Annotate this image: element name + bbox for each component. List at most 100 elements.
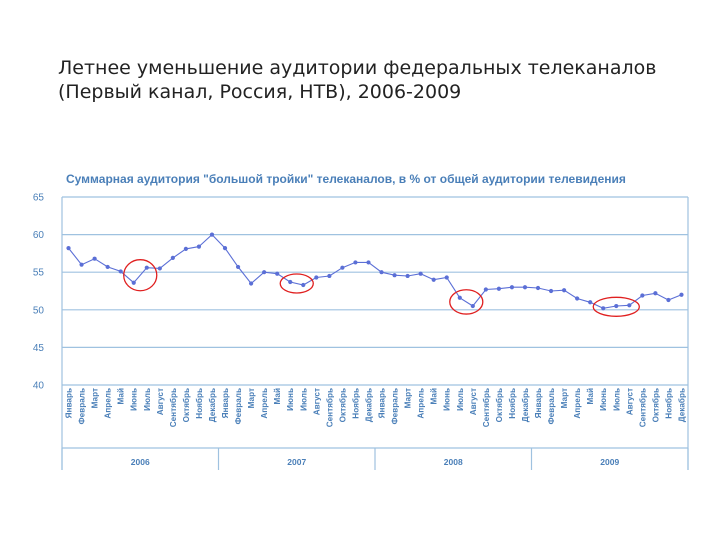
x-tick-label: Июль xyxy=(143,388,152,411)
x-tick-label: Декабрь xyxy=(207,388,217,422)
x-tick-label: Июль xyxy=(456,388,465,411)
data-point xyxy=(235,264,241,270)
data-point xyxy=(105,264,110,270)
highlight-ellipse xyxy=(279,273,314,294)
gridlines xyxy=(62,196,688,386)
x-tick-label: Февраль xyxy=(78,388,87,424)
x-tick-label: Январь xyxy=(65,388,74,418)
x-axis: Январь Февраль Март Апрель Май Июнь Июль Август… xyxy=(61,388,689,470)
x-tick-label: Сентябрь xyxy=(637,388,647,427)
x-tick-label: Октябрь xyxy=(181,388,191,422)
y-tick-label: 40 xyxy=(33,381,45,392)
x-tick-label: Апрель xyxy=(104,388,113,419)
x-tick-label: Март xyxy=(560,388,569,408)
x-tick-label: Июнь xyxy=(599,388,608,411)
data-point xyxy=(457,295,462,300)
data-point xyxy=(444,275,449,280)
x-tick-label: Апрель xyxy=(260,388,269,419)
data-point xyxy=(288,279,293,285)
data-point xyxy=(301,282,306,288)
data-point xyxy=(249,281,254,286)
data-point xyxy=(222,246,228,251)
y-tick-label: 65 xyxy=(33,193,45,204)
data-point xyxy=(548,288,554,294)
x-tick-label: Февраль xyxy=(547,388,556,424)
data-point xyxy=(496,286,501,291)
year-label-2009: 2009 xyxy=(600,457,619,467)
data-point xyxy=(79,262,84,267)
x-tick-label: Октябрь xyxy=(650,388,660,422)
data-point xyxy=(196,244,202,249)
data-point xyxy=(418,271,423,276)
data-point xyxy=(562,288,567,293)
slide-title: Летнее уменьшение аудитории федеральных … xyxy=(58,56,658,104)
x-tick-label: Ноябрь xyxy=(194,388,204,419)
data-point xyxy=(522,285,528,290)
x-tick-label: Май xyxy=(586,388,595,405)
data-point xyxy=(314,275,319,280)
x-tick-label: Июль xyxy=(612,388,621,411)
x-tick-label: Ноябрь xyxy=(507,388,517,419)
data-point xyxy=(653,291,658,296)
x-tick-label: Сентябрь xyxy=(168,388,178,427)
x-tick-label: Январь xyxy=(221,388,230,418)
x-tick-label: Апрель xyxy=(573,388,582,419)
y-tick-label: 60 xyxy=(33,230,45,241)
y-axis: 65 60 55 50 45 40 xyxy=(33,193,689,470)
x-tick-label: Ноябрь xyxy=(350,388,360,419)
y-tick-label: 45 xyxy=(33,343,45,354)
data-point xyxy=(366,260,371,265)
x-tick-label: Февраль xyxy=(391,388,400,424)
x-tick-label: Декабрь xyxy=(676,388,686,422)
data-point xyxy=(588,300,593,305)
highlight-ellipses xyxy=(123,259,640,317)
slide-title-line1: Летнее уменьшение аудитории федеральных … xyxy=(58,57,657,79)
data-point xyxy=(353,260,358,265)
y-tick-label: 55 xyxy=(33,268,45,279)
data-point xyxy=(262,270,267,275)
highlight-ellipse xyxy=(123,259,158,292)
x-tick-label: Октябрь xyxy=(494,388,504,422)
data-point xyxy=(340,265,345,270)
data-point xyxy=(405,273,410,279)
x-tick-label: Сентябрь xyxy=(324,388,334,427)
x-tick-label: Февраль xyxy=(234,388,243,424)
x-tick-label: Декабрь xyxy=(363,388,373,422)
x-tick-label: Июнь xyxy=(443,388,452,411)
data-point xyxy=(157,266,162,271)
x-tick-label: Август xyxy=(469,388,478,415)
highlight-ellipse xyxy=(592,296,640,317)
data-point xyxy=(666,297,671,303)
x-tick-label: Июль xyxy=(299,388,308,411)
data-point xyxy=(327,273,332,279)
data-point xyxy=(392,273,397,278)
x-tick-label: Декабрь xyxy=(520,388,530,422)
data-point xyxy=(640,293,645,298)
data-point xyxy=(575,296,580,301)
year-label-2008: 2008 xyxy=(444,457,463,467)
data-point xyxy=(379,270,384,275)
data-point xyxy=(66,246,71,251)
data-point xyxy=(131,280,136,285)
chart-title: Суммарная аудитория "большой тройки" тел… xyxy=(66,172,626,186)
x-tick-label: Май xyxy=(117,388,126,405)
x-tick-label: Июнь xyxy=(286,388,295,411)
x-tick-label: Январь xyxy=(534,388,543,418)
x-tick-label: Март xyxy=(404,388,413,408)
x-tick-label: Ноябрь xyxy=(663,388,673,419)
x-tick-label: Январь xyxy=(378,388,387,418)
series-line xyxy=(66,232,684,311)
slide-title-line2: (Первый канал, Россия, НТВ), 2006-2009 xyxy=(58,81,462,103)
x-tick-label: Июнь xyxy=(130,388,139,411)
x-tick-label: Август xyxy=(312,388,321,415)
year-label-2006: 2006 xyxy=(131,457,150,467)
data-point xyxy=(431,277,436,282)
x-tick-label: Август xyxy=(156,388,165,415)
data-point xyxy=(627,303,632,308)
data-point xyxy=(509,285,515,290)
data-point xyxy=(535,285,541,291)
highlight-ellipse xyxy=(449,289,484,315)
data-point xyxy=(470,303,475,309)
data-point xyxy=(483,287,488,292)
